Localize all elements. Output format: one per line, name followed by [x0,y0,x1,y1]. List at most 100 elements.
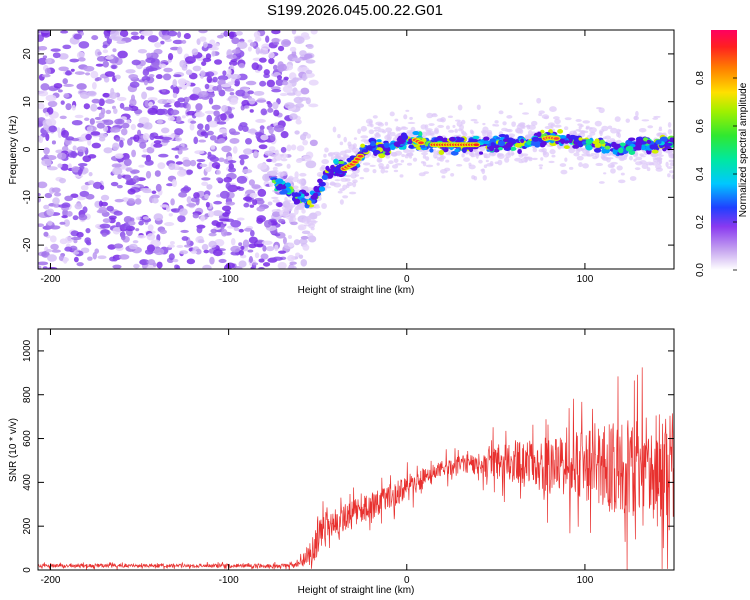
heat-cell [58,53,69,60]
heat-cell [158,153,169,158]
heat-cell [263,69,270,76]
heat-cell [160,40,165,45]
heat-cell [265,35,270,43]
heat-cell [629,155,633,161]
heat-cell [407,121,416,125]
heat-cell [559,163,567,167]
heat-cell [607,125,613,130]
x-tick-label: -100 [219,575,239,586]
heat-cell [352,146,356,150]
heat-cell [382,130,387,134]
heat-cell [76,83,87,90]
heat-cell [248,179,255,186]
heat-cell [205,71,215,77]
y-tick-label: 10 [22,96,33,108]
heat-cell [332,126,337,133]
heat-cell [167,30,178,37]
heat-cell [444,167,451,172]
heat-cell [264,150,273,156]
heat-cell [220,83,232,88]
heat-cell [88,171,93,177]
heat-cell [45,248,53,253]
heat-cell [249,192,258,199]
heat-cell [61,215,68,219]
heat-cell [130,31,139,36]
heat-cell [85,193,95,200]
heat-cell [332,166,339,173]
heat-cell [204,194,210,200]
heat-cell [668,153,674,159]
heat-cell [268,52,275,59]
heat-cell [255,99,267,103]
heat-cell [177,215,186,223]
x-tick-label: -200 [40,274,60,285]
heat-cell [85,133,92,141]
heat-cell [141,91,148,100]
heat-cell [253,151,258,157]
heat-cell [205,201,210,208]
heat-cell [271,157,277,163]
heat-cell [518,160,525,164]
heat-cell [201,181,209,187]
heat-cell [483,140,490,145]
heat-cell [186,196,192,204]
heat-cell [275,184,283,191]
heat-cell [204,83,210,90]
heat-cell [538,164,544,167]
heat-cell [83,103,91,110]
heat-cell [76,51,85,59]
heat-cell [130,123,136,131]
heat-cell [442,137,449,143]
heat-cell [454,148,460,153]
heat-cell [238,228,244,233]
heat-cell [479,151,484,155]
heat-cell [230,251,240,256]
heat-cell [482,130,487,137]
heat-cell [541,148,547,153]
heat-cell [482,174,487,181]
heat-cell [613,144,619,150]
heat-cell [287,265,297,269]
heat-cell [334,179,341,182]
y-tick-label: 0 [22,146,33,152]
heat-cell [154,170,161,177]
heat-cell [494,120,499,124]
heat-cell [640,141,647,145]
heat-cell [286,144,292,152]
heat-cell [161,30,170,37]
heat-cell [576,155,584,161]
heat-cell [494,161,499,165]
heat-cell [618,179,626,184]
heat-cell [259,80,267,87]
heat-cell [456,164,463,167]
heat-cell [91,142,101,149]
heat-cell [368,129,375,135]
heat-cell [426,112,434,119]
heat-cell [633,115,638,121]
heat-cell [238,260,247,268]
heat-cell [66,210,73,217]
heat-cell [216,34,224,39]
heat-cell [168,253,175,261]
heat-cell [46,208,55,216]
heat-cell [321,203,327,209]
heat-cell [133,263,140,269]
heat-cell [359,176,365,180]
heat-cell [440,155,446,160]
heat-cell [113,108,118,114]
heat-cell [57,89,63,93]
heat-cell [80,247,90,254]
heat-cell [85,239,90,245]
snr-y-axis: 0 200 400 600 800 1000 [22,339,674,573]
heat-cell [412,131,420,136]
heat-cell [557,129,564,134]
heat-cell [69,58,80,63]
heat-cell [280,185,287,190]
heat-cell [289,216,294,222]
heat-cell [582,163,589,169]
heat-cell [38,30,42,34]
heat-cell [108,35,117,40]
heat-cell [655,164,662,170]
heat-cell [601,148,607,154]
heat-cell [403,148,410,153]
